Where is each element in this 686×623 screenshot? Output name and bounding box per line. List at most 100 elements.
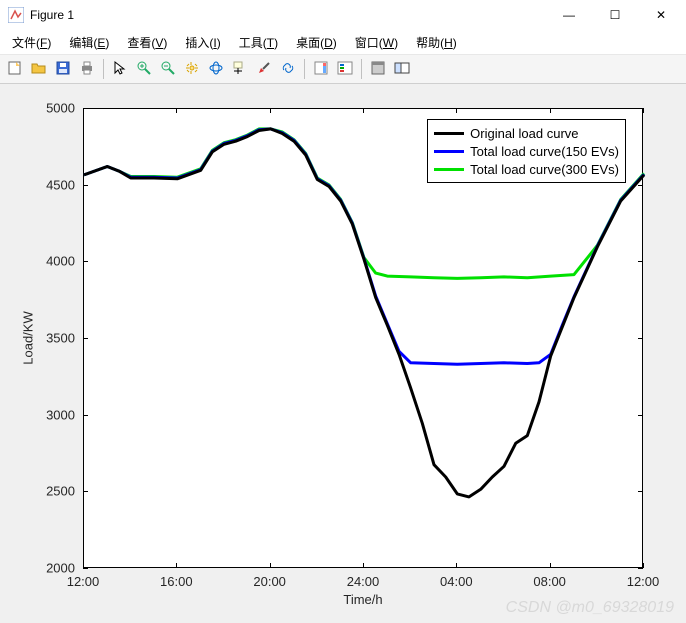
y-tick (83, 491, 88, 492)
x-tick-label: 12:00 (627, 574, 660, 589)
legend-label: Total load curve(300 EVs) (470, 162, 619, 177)
x-tick-label: 16:00 (160, 574, 193, 589)
x-tick-label: 04:00 (440, 574, 473, 589)
menu-v[interactable]: 查看(V) (119, 32, 175, 53)
menubar: 文件(F)编辑(E)查看(V)插入(I)工具(T)桌面(D)窗口(W)帮助(H) (0, 30, 686, 54)
legend-label: Total load curve(150 EVs) (470, 144, 619, 159)
legend[interactable]: Original load curve Total load curve(150 … (427, 119, 626, 183)
legend-item[interactable]: Total load curve(300 EVs) (434, 160, 619, 178)
x-tick (456, 563, 457, 568)
data-cursor-icon (232, 60, 248, 79)
y-tick (638, 185, 643, 186)
zoom-out-icon (160, 60, 176, 79)
x-tick-label: 24:00 (347, 574, 380, 589)
legend-item[interactable]: Total load curve(150 EVs) (434, 142, 619, 160)
y-tick (83, 338, 88, 339)
save-button[interactable] (52, 58, 74, 80)
dock-button[interactable] (391, 58, 413, 80)
x-tick (643, 108, 644, 113)
pointer-button[interactable] (109, 58, 131, 80)
new-figure-icon (7, 60, 23, 79)
rotate-3d-button[interactable] (205, 58, 227, 80)
y-tick-label: 4000 (40, 254, 75, 269)
y-tick-label: 3000 (40, 407, 75, 422)
save-icon (55, 60, 71, 79)
legend-icon (337, 60, 353, 79)
toolbar-separator (103, 59, 104, 79)
y-tick (83, 415, 88, 416)
y-tick-label: 2500 (40, 484, 75, 499)
zoom-in-icon (136, 60, 152, 79)
toolbar-separator (304, 59, 305, 79)
x-tick (456, 108, 457, 113)
open-button[interactable] (28, 58, 50, 80)
colorbar-button[interactable] (310, 58, 332, 80)
y-tick-label: 3500 (40, 331, 75, 346)
y-tick-label: 4500 (40, 177, 75, 192)
menu-h[interactable]: 帮助(H) (408, 32, 465, 53)
y-tick (83, 568, 88, 569)
y-tick (638, 338, 643, 339)
y-tick (83, 261, 88, 262)
zoom-in-button[interactable] (133, 58, 155, 80)
open-icon (31, 60, 47, 79)
legend-label: Original load curve (470, 126, 578, 141)
menu-d[interactable]: 桌面(D) (288, 32, 345, 53)
rotate-3d-icon (208, 60, 224, 79)
brush-icon (256, 60, 272, 79)
x-tick (270, 563, 271, 568)
print-icon (79, 60, 95, 79)
toolbar (0, 54, 686, 84)
x-tick (550, 563, 551, 568)
x-tick-label: 12:00 (67, 574, 100, 589)
x-tick-label: 08:00 (533, 574, 566, 589)
print-button[interactable] (76, 58, 98, 80)
y-tick (638, 415, 643, 416)
menu-i[interactable]: 插入(I) (177, 32, 228, 53)
menu-t[interactable]: 工具(T) (231, 32, 286, 53)
window-title: Figure 1 (30, 8, 546, 22)
link-button[interactable] (277, 58, 299, 80)
x-tick (176, 108, 177, 113)
series-line (84, 129, 644, 497)
close-button[interactable]: ✕ (638, 0, 684, 30)
brush-button[interactable] (253, 58, 275, 80)
x-tick-label: 20:00 (253, 574, 286, 589)
x-tick (643, 563, 644, 568)
hide-tools-icon (370, 60, 386, 79)
hide-tools-button[interactable] (367, 58, 389, 80)
menu-f[interactable]: 文件(F) (4, 32, 59, 53)
y-tick (638, 491, 643, 492)
matlab-figure-icon (8, 7, 24, 23)
new-figure-button[interactable] (4, 58, 26, 80)
pan-button[interactable] (181, 58, 203, 80)
y-axis-label: Load/KW (21, 311, 36, 364)
titlebar: Figure 1 — ☐ ✕ (0, 0, 686, 30)
y-tick (83, 185, 88, 186)
y-tick (638, 568, 643, 569)
x-axis-label: Time/h (343, 592, 382, 607)
menu-w[interactable]: 窗口(W) (347, 32, 406, 53)
y-tick (638, 261, 643, 262)
pointer-icon (112, 60, 128, 79)
x-tick (270, 108, 271, 113)
link-icon (280, 60, 296, 79)
pan-icon (184, 60, 200, 79)
x-tick (363, 563, 364, 568)
x-tick (83, 563, 84, 568)
x-tick (363, 108, 364, 113)
legend-swatch (434, 150, 464, 153)
data-cursor-button[interactable] (229, 58, 251, 80)
legend-swatch (434, 168, 464, 171)
x-tick (550, 108, 551, 113)
figure-canvas: Original load curve Total load curve(150 … (0, 84, 686, 623)
minimize-button[interactable]: — (546, 0, 592, 30)
legend-swatch (434, 132, 464, 135)
maximize-button[interactable]: ☐ (592, 0, 638, 30)
dock-icon (394, 60, 410, 79)
zoom-out-button[interactable] (157, 58, 179, 80)
legend-item[interactable]: Original load curve (434, 124, 619, 142)
legend-button[interactable] (334, 58, 356, 80)
menu-e[interactable]: 编辑(E) (61, 32, 117, 53)
colorbar-icon (313, 60, 329, 79)
